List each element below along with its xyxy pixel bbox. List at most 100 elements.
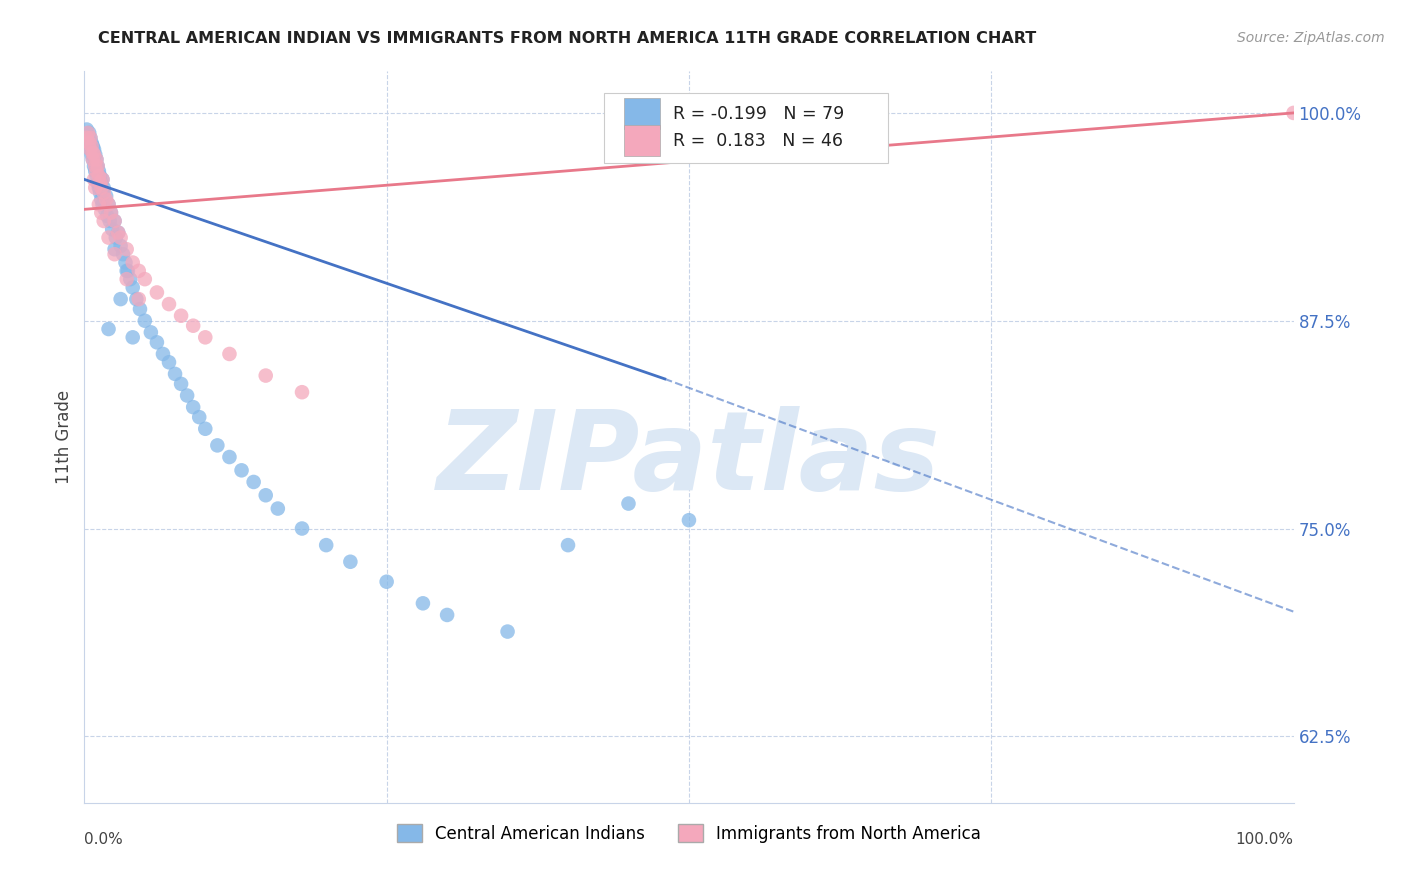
Point [82, 139, 104, 153]
Point [152, 347, 174, 361]
Point [96, 209, 118, 223]
Point [254, 488, 277, 502]
Point [77, 131, 100, 145]
Point [83, 159, 105, 173]
Point [339, 555, 361, 569]
Point [181, 400, 204, 414]
Point [170, 309, 193, 323]
Point [181, 318, 204, 333]
Point [121, 330, 143, 344]
Point [90, 180, 112, 194]
Point [120, 272, 142, 286]
Point [176, 388, 198, 402]
Point [84, 164, 107, 178]
Point [134, 272, 156, 286]
Point [80, 136, 103, 150]
FancyBboxPatch shape [624, 126, 659, 156]
Point [76, 131, 98, 145]
Point [97, 230, 120, 244]
Point [496, 624, 519, 639]
Text: R =  0.183   N = 46: R = 0.183 N = 46 [673, 132, 844, 150]
Point [678, 513, 700, 527]
Point [89, 186, 111, 200]
Point [87, 164, 110, 178]
Point [83, 143, 105, 157]
Point [157, 297, 180, 311]
Point [79, 143, 101, 157]
Point [617, 497, 640, 511]
Point [94, 189, 117, 203]
Point [80, 147, 103, 161]
Text: Source: ZipAtlas.com: Source: ZipAtlas.com [1237, 31, 1385, 45]
Point [170, 376, 193, 391]
Point [267, 501, 290, 516]
Point [375, 574, 398, 589]
Point [128, 292, 150, 306]
Point [114, 255, 136, 269]
Point [165, 367, 187, 381]
Point [100, 205, 122, 219]
Point [104, 242, 127, 256]
Point [93, 186, 115, 200]
Text: 0.0%: 0.0% [84, 832, 124, 847]
Point [93, 214, 115, 228]
Point [110, 239, 132, 253]
Point [84, 147, 107, 161]
Point [87, 197, 110, 211]
Point [128, 264, 150, 278]
Point [79, 131, 101, 145]
Point [97, 197, 120, 211]
Point [242, 475, 264, 489]
Point [104, 230, 127, 244]
Point [104, 214, 127, 228]
Point [207, 438, 229, 452]
Point [91, 172, 114, 186]
Point [157, 355, 180, 369]
Point [91, 197, 114, 211]
Point [188, 410, 211, 425]
Point [134, 314, 156, 328]
Point [1282, 106, 1305, 120]
Point [86, 153, 108, 167]
Point [86, 176, 108, 190]
Point [104, 214, 127, 228]
Point [112, 247, 135, 261]
Point [436, 607, 458, 622]
Point [117, 264, 139, 278]
Point [86, 159, 108, 173]
Y-axis label: 11th Grade: 11th Grade [55, 390, 73, 484]
Point [139, 326, 162, 340]
Point [315, 538, 337, 552]
Point [91, 172, 114, 186]
Point [91, 186, 114, 200]
Text: ZIPatlas: ZIPatlas [437, 406, 941, 513]
Point [146, 285, 169, 300]
Point [115, 242, 138, 256]
Point [97, 197, 120, 211]
Point [90, 176, 112, 190]
Point [90, 192, 112, 206]
Point [101, 222, 124, 236]
Point [84, 159, 107, 173]
Text: CENTRAL AMERICAN INDIAN VS IMMIGRANTS FROM NORTH AMERICA 11TH GRADE CORRELATION : CENTRAL AMERICAN INDIAN VS IMMIGRANTS FR… [98, 31, 1036, 46]
Point [82, 145, 104, 160]
Point [194, 422, 217, 436]
Text: 100.0%: 100.0% [1236, 832, 1294, 847]
Point [412, 596, 434, 610]
Point [291, 521, 314, 535]
Point [93, 180, 115, 194]
Point [115, 264, 138, 278]
Point [90, 205, 112, 219]
Point [115, 272, 138, 286]
Point [194, 330, 217, 344]
Text: R = -0.199   N = 79: R = -0.199 N = 79 [673, 104, 845, 123]
Point [100, 205, 122, 219]
Point [86, 169, 108, 183]
Point [94, 192, 117, 206]
Point [76, 122, 98, 136]
Point [77, 126, 100, 140]
Point [83, 147, 105, 161]
Point [146, 335, 169, 350]
Point [80, 139, 103, 153]
Point [86, 159, 108, 173]
